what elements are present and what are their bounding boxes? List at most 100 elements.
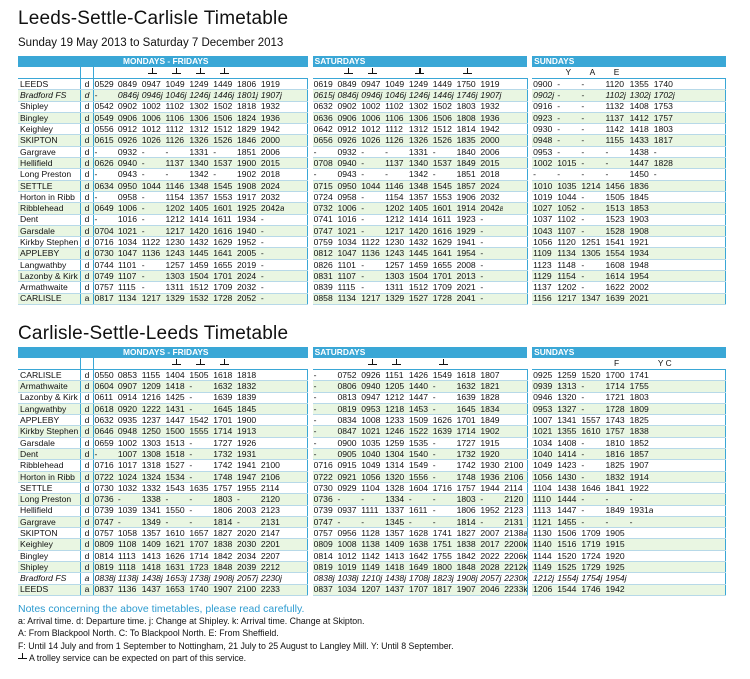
time-cell: 1016 bbox=[116, 214, 141, 226]
time-cell: - bbox=[188, 392, 213, 404]
time-cell: 1432 bbox=[188, 236, 213, 249]
time-cell: 1010 bbox=[532, 180, 557, 192]
time-cell: 0736 bbox=[312, 493, 337, 506]
time-cell bbox=[701, 403, 727, 416]
time-cell: 1447 bbox=[164, 414, 189, 427]
notes-section: Notes concerning the above timetables, p… bbox=[18, 603, 454, 664]
time-cell: 1052 bbox=[556, 202, 581, 215]
time-cell: 1941 bbox=[236, 459, 260, 472]
time-cell: 1741 bbox=[431, 527, 456, 540]
time-cell: 1019 bbox=[336, 561, 361, 574]
time-cell: 1302 bbox=[407, 101, 432, 113]
time-cell bbox=[283, 414, 309, 427]
time-cell: 1311 bbox=[164, 281, 189, 294]
time-cell: 1549 bbox=[431, 369, 456, 382]
time-cell bbox=[652, 247, 677, 260]
time-cell: - bbox=[580, 191, 605, 204]
time-cell: 1936 bbox=[259, 112, 284, 125]
time-cell: 1447 bbox=[407, 392, 432, 404]
time-cell bbox=[283, 202, 309, 215]
time-cell bbox=[503, 281, 528, 294]
time-cell: 1250 bbox=[140, 425, 165, 438]
time-cell: 1314 bbox=[384, 459, 408, 472]
time-cell: - bbox=[360, 191, 385, 204]
time-cell: 1601 bbox=[431, 202, 456, 215]
time-cell: 0806 bbox=[336, 380, 361, 393]
time-cell: 0817 bbox=[93, 293, 117, 305]
time-cell bbox=[283, 425, 309, 438]
time-cell bbox=[283, 459, 309, 472]
station-name: Ribblehead bbox=[18, 202, 82, 215]
time-cell: - bbox=[580, 459, 605, 472]
time-cell bbox=[676, 225, 702, 238]
time-cell: - bbox=[360, 214, 385, 226]
time-cell: 0950 bbox=[116, 180, 141, 192]
time-cell: 1504 bbox=[188, 270, 213, 283]
time-cell: - bbox=[652, 168, 677, 181]
time-cell: 1357 bbox=[384, 527, 408, 540]
table-row: APPLEBY d 0730 1047 1136 1243 1445 1641 2005-081… bbox=[18, 247, 727, 260]
time-cell: 1934 bbox=[236, 214, 260, 226]
time-cell: 1621 bbox=[164, 538, 189, 551]
time-cell: 1906 bbox=[455, 191, 480, 204]
time-cell: 1104 bbox=[532, 482, 557, 495]
time-cell: 1122 bbox=[360, 236, 385, 249]
time-cell: 0529 bbox=[93, 78, 117, 91]
group-label-sundays: SUNDAYS bbox=[532, 347, 726, 358]
time-cell: 0752 bbox=[336, 369, 361, 382]
time-cell: - bbox=[431, 392, 456, 404]
time-cell: 1320 bbox=[556, 392, 581, 404]
time-cell: 1328 bbox=[384, 482, 408, 495]
time-cell: 1146 bbox=[164, 180, 189, 192]
time-cell: 2018 bbox=[479, 168, 504, 181]
time-cell bbox=[701, 78, 727, 91]
time-cell bbox=[676, 561, 702, 574]
table-row: Langwathby d 0744 1101-1257 1459 1655 2019-082… bbox=[18, 259, 727, 272]
service-flag bbox=[93, 358, 117, 370]
service-flag bbox=[676, 67, 702, 79]
time-cell: - bbox=[236, 516, 260, 529]
time-cell bbox=[503, 414, 528, 427]
time-cell: 1154 bbox=[384, 191, 408, 204]
time-cell: 1019 bbox=[532, 191, 557, 204]
time-cell: 1513 bbox=[164, 437, 189, 450]
time-cell: 1541 bbox=[604, 236, 629, 249]
table-row: Bradford FS a 0838j 1138j 1438j 1653j 1738j 190… bbox=[18, 572, 727, 585]
service-flag bbox=[384, 358, 408, 370]
table-row: SKIPTON d 0757 1058 1357 1610 1657 1827 2020 2147… bbox=[18, 527, 727, 540]
time-cell: 0744 bbox=[93, 259, 117, 272]
time-cell: 1154 bbox=[556, 270, 581, 283]
time-cell: - bbox=[360, 493, 385, 506]
time-cell bbox=[676, 392, 702, 404]
time-cell: 0659 bbox=[93, 437, 117, 450]
time-cell: 1459 bbox=[188, 259, 213, 272]
time-cell bbox=[283, 123, 309, 136]
time-cell bbox=[676, 572, 702, 585]
time-cell: - bbox=[236, 493, 260, 506]
time-cell bbox=[652, 437, 677, 450]
station-name: Gargrave bbox=[18, 516, 82, 529]
station-name: Bingley bbox=[18, 112, 82, 125]
service-flag bbox=[283, 67, 308, 79]
time-cell: 1326 bbox=[407, 134, 432, 147]
service-flag: Y C bbox=[652, 358, 677, 370]
time-cell: 1842 bbox=[212, 550, 237, 563]
service-flag: Y bbox=[556, 67, 581, 79]
table-row: Keighley d 0809 1108 1409 1621 1707 1838 2030 220… bbox=[18, 538, 727, 551]
time-cell: 0757 bbox=[93, 281, 117, 294]
time-cell: 1732 bbox=[212, 448, 237, 461]
time-cell: 1523 bbox=[604, 214, 629, 226]
time-cell: - bbox=[312, 392, 337, 404]
time-cell: 1008 bbox=[336, 538, 361, 551]
time-cell: 1341 bbox=[140, 505, 165, 517]
table-row: Bingley d 0814 1113 1413 1626 1714 1842 2034 2207… bbox=[18, 550, 727, 563]
station-name: Hellifield bbox=[18, 505, 82, 517]
time-cell: 1852 bbox=[628, 437, 653, 450]
time-cell: 2057j bbox=[479, 572, 504, 585]
time-cell bbox=[283, 157, 309, 170]
time-cell: 1026 bbox=[140, 134, 165, 147]
time-cell bbox=[283, 493, 309, 506]
time-cell: 1655 bbox=[212, 259, 237, 272]
time-cell: - bbox=[556, 112, 581, 125]
time-cell: 1249 bbox=[407, 78, 432, 91]
